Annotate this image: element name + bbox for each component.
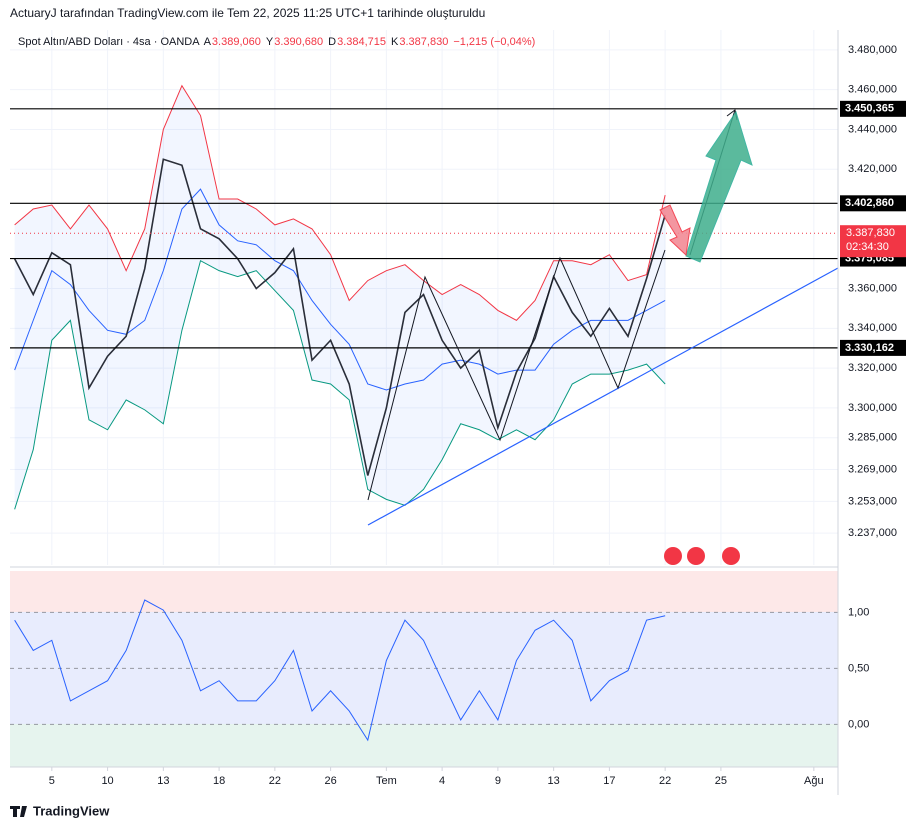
change: −1,215 (−0,04%) (453, 36, 535, 48)
x-tick-label: 13 (548, 775, 560, 787)
y-tick-label: 3.360,000 (848, 282, 897, 294)
brand: TradingView (33, 803, 110, 818)
y-tick-label: 3.269,000 (848, 463, 897, 475)
level-label-box (840, 195, 906, 212)
x-tick-label: 25 (715, 775, 727, 787)
price-line (13, 158, 666, 476)
y-tick-label: 3.340,000 (848, 322, 897, 334)
last-price-label: 3.387,830 (846, 227, 895, 239)
y-tick-label: 3.285,000 (848, 432, 897, 444)
bullish-arrow (685, 110, 753, 263)
x-tick-label: 13 (157, 775, 169, 787)
indicator-line (14, 599, 666, 742)
bearish-arrow (659, 204, 691, 257)
ohlc-value: 3.387,830 (399, 36, 448, 48)
credit: ActuaryJ tarafından TradingView.com ile … (10, 6, 485, 20)
zigzag (367, 249, 666, 501)
oversold-zone (10, 724, 838, 767)
ohlc-key: A (204, 36, 212, 48)
y-tick-label: 3.253,000 (848, 495, 897, 507)
y-tick-label: 3.420,000 (848, 163, 897, 175)
y-tick-label: 3.460,000 (848, 84, 897, 96)
ohlc-key: Y (266, 36, 274, 48)
x-tick-label: 26 (324, 775, 336, 787)
legend: Spot Altın/ABD Doları · 4sa · OANDA A 3.3… (18, 36, 535, 48)
x-tick-label: Tem (376, 775, 397, 787)
last-price-box (840, 225, 906, 258)
ohlc-value: 3.389,060 (212, 36, 261, 48)
x-tick-label: Ağu (804, 775, 824, 787)
flag (722, 547, 740, 565)
tv-logo (10, 806, 27, 817)
x-tick-label: 10 (101, 775, 113, 787)
x-tick-label: 22 (269, 775, 281, 787)
y-tick-label: 0,50 (848, 662, 869, 674)
y-tick-label: 3.237,000 (848, 527, 897, 539)
flag (687, 547, 705, 565)
countdown: 02:34:30 (846, 241, 889, 253)
symbol: Spot Altın/ABD Doları · 4sa · OANDA (18, 36, 200, 48)
y-tick-label: 1,00 (848, 606, 869, 618)
ohlc-value: 3.384,715 (337, 36, 386, 48)
level-label: 3.330,162 (845, 342, 894, 354)
band-fill (14, 85, 666, 510)
ohlc-value: 3.390,680 (274, 36, 323, 48)
level-label-box (840, 339, 906, 356)
x-tick-label: 17 (603, 775, 615, 787)
x-tick-label: 22 (659, 775, 671, 787)
x-tick-label: 5 (49, 775, 55, 787)
y-tick-label: 0,00 (848, 718, 869, 730)
ohlc-key: K (391, 36, 399, 48)
x-tick-label: 9 (495, 775, 501, 787)
plot-layers: 3.480,000 3.460,000 3.440,000 3.420,000 3.36… (10, 30, 906, 787)
trend-line (367, 267, 839, 526)
y-tick-label: 3.300,000 (848, 402, 897, 414)
y-tick-label: 3.480,000 (848, 44, 897, 56)
indicator-line (14, 188, 666, 391)
x-tick-label: 18 (213, 775, 225, 787)
level-label: 3.402,860 (845, 197, 894, 209)
y-tick-label: 3.440,000 (848, 123, 897, 135)
y-tick-label: 3.320,000 (848, 362, 897, 374)
event-flags (664, 547, 740, 565)
indicator-line (14, 259, 666, 510)
flag (664, 547, 682, 565)
overbought-zone (10, 571, 838, 612)
level-label: 3.450,365 (845, 103, 894, 115)
ohlc-key: D (328, 36, 336, 48)
level-label-box (840, 100, 906, 117)
x-tick-label: 4 (439, 775, 445, 787)
indicator-line (14, 84, 666, 321)
